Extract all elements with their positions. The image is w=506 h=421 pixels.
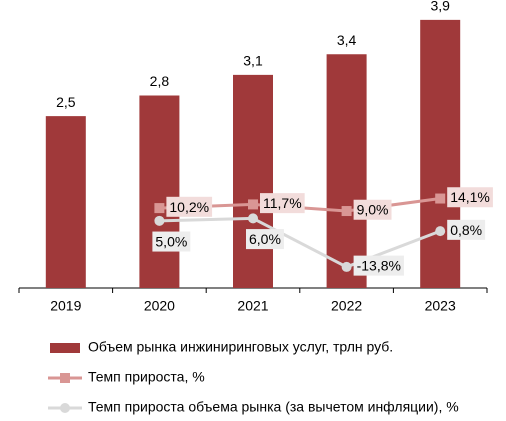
legend-label: Темп прироста, %: [88, 369, 205, 385]
label-bg: [353, 255, 404, 276]
line-label: 10,2%: [169, 199, 209, 215]
bar: [420, 19, 461, 288]
bar: [139, 95, 180, 288]
bar: [45, 116, 86, 288]
x-tick-label: 2021: [237, 298, 268, 314]
label-bg: [447, 187, 493, 208]
line-label: 0,8%: [450, 222, 482, 238]
label-bg: [447, 219, 486, 240]
marker: [248, 199, 258, 210]
label-bg: [353, 199, 392, 220]
line: [159, 216, 441, 269]
legend-swatch: [50, 343, 80, 353]
bar-label: 2,8: [150, 73, 170, 89]
marker: [435, 226, 446, 237]
legend-marker: [60, 373, 70, 383]
line-label: 9,0%: [357, 202, 389, 218]
bar-label: 3,9: [430, 0, 450, 14]
legend-marker: [60, 403, 70, 413]
data-label-group: 14,1%: [447, 187, 493, 208]
line-label: 11,7%: [263, 195, 302, 211]
bar: [326, 54, 367, 288]
line-label: -13,8%: [357, 258, 401, 274]
label-bg: [246, 229, 284, 250]
marker: [435, 193, 446, 204]
data-label-group: 0,8%: [447, 219, 486, 240]
x-tick-label: 2022: [331, 298, 362, 314]
bar: [233, 74, 273, 288]
x-tick-label: 2019: [50, 298, 81, 314]
marker: [341, 261, 352, 272]
bar-label: 3,1: [243, 53, 263, 69]
data-label-group: 9,0%: [353, 199, 392, 220]
data-label-group: 10,2%: [166, 196, 213, 217]
data-label-group: 11,7%: [260, 193, 305, 214]
x-tick-label: 2023: [425, 298, 456, 314]
label-bg: [166, 196, 213, 217]
line-label: 14,1%: [450, 189, 490, 205]
bar-label: 2,5: [56, 94, 76, 110]
marker: [154, 203, 165, 214]
label-bg: [260, 193, 305, 214]
bar-label: 3,4: [337, 32, 357, 48]
line-label: 6,0%: [249, 231, 281, 247]
marker: [341, 206, 352, 217]
legend-label: Темп прироста объема рынка (за вычетом и…: [88, 399, 459, 415]
data-label-group: 6,0%: [246, 229, 284, 250]
line-label: 5,0%: [155, 234, 187, 250]
data-label-group: -13,8%: [353, 255, 404, 276]
x-tick-label: 2020: [144, 298, 175, 314]
data-label-group: 5,0%: [152, 231, 191, 252]
legend-label: Объем рынка инжиниринговых услуг, трлн р…: [88, 339, 393, 355]
marker: [154, 215, 165, 226]
marker: [248, 213, 258, 224]
label-bg: [152, 231, 191, 252]
